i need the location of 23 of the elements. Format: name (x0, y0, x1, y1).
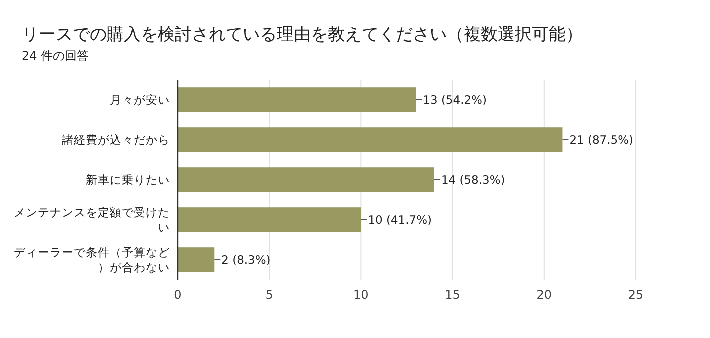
data-label: 14 (58.3%) (441, 173, 506, 187)
bar (178, 88, 416, 112)
y-tick-label: ディーラーで条件（予算など）が合わない (14, 246, 170, 274)
y-tick-label: 諸経費が込々だから (62, 133, 170, 147)
x-tick-label: 25 (628, 288, 644, 302)
data-label: 21 (87.5%) (570, 133, 634, 147)
x-tick-label: 15 (445, 288, 460, 302)
x-tick-label: 5 (266, 288, 274, 302)
bar (178, 168, 434, 192)
bar (178, 248, 215, 272)
text: 24 件の回答 (22, 49, 90, 63)
y-tick-label: 月々が安い (110, 93, 170, 107)
bar (178, 128, 563, 152)
data-label: 13 (54.2%) (423, 93, 487, 107)
chart-title: リースでの購入を検討されている理由を教えてください（複数選択可能） (22, 25, 583, 45)
data-label: 2 (8.3%) (222, 253, 271, 267)
y-tick-label: メンテナンスを定額で受けたい (14, 206, 170, 234)
bar (178, 208, 362, 232)
x-tick-label: 10 (354, 288, 369, 302)
y-tick-label: 新車に乗りたい (86, 173, 170, 187)
data-label: 10 (41.7%) (368, 213, 432, 227)
x-tick-label: 20 (536, 288, 552, 302)
x-tick-label: 0 (174, 288, 182, 302)
